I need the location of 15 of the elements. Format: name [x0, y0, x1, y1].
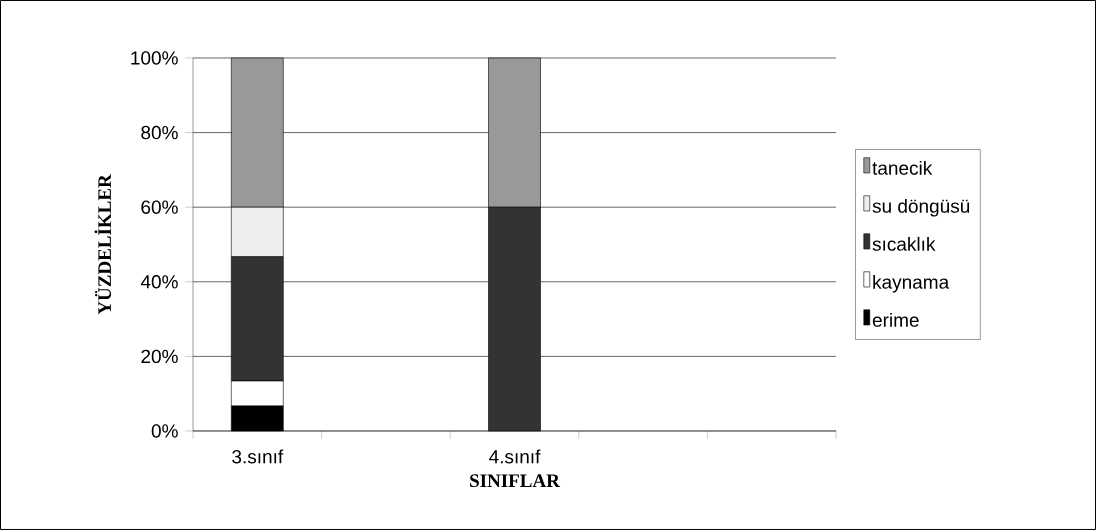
- legend-label: sıcaklık: [872, 236, 936, 251]
- y-tick-label: 100%: [131, 51, 178, 65]
- x-tick-label: 4.sınıf: [489, 449, 541, 464]
- legend-label: kaynama: [873, 274, 950, 293]
- y-tick-label: 0%: [151, 424, 178, 438]
- y-tick-label: 40%: [140, 275, 178, 289]
- y-axis-title: YÜZDELİKLER: [94, 174, 112, 315]
- y-tick-label: 80%: [141, 125, 178, 140]
- legend-label: su döngüsü: [872, 198, 970, 217]
- x-axis-title: SINIFLAR: [470, 474, 561, 488]
- y-tick-label: 20%: [141, 349, 178, 364]
- x-tick-label: 3.sınıf: [232, 449, 284, 464]
- y-tick-label: 60%: [141, 200, 178, 214]
- legend-label: tanecik: [872, 160, 933, 175]
- legend-label: erime: [872, 312, 919, 327]
